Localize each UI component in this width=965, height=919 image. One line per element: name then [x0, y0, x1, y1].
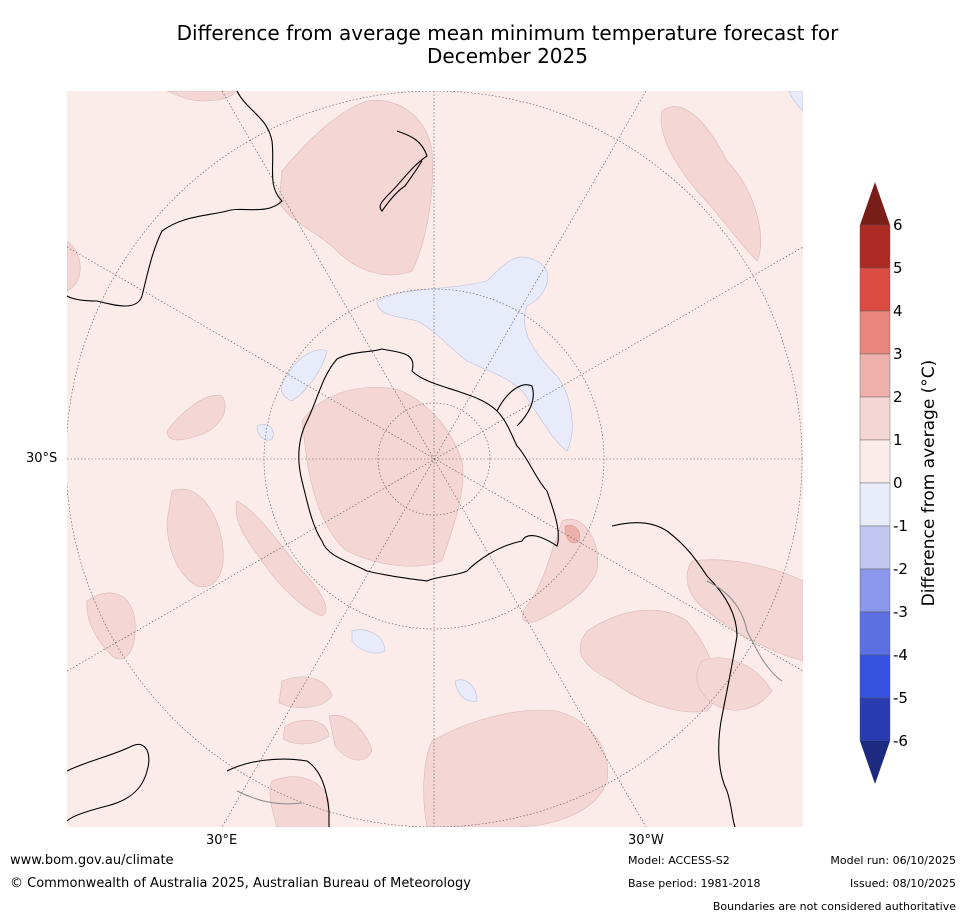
lat-label-30s: 30°S — [26, 451, 58, 466]
patch-new-zealand-region — [278, 99, 433, 276]
coast-peninsula — [496, 384, 534, 427]
map-panel[interactable] — [67, 91, 803, 827]
coast-antarctica — [298, 348, 559, 582]
lon-label-30w: 30°W — [628, 833, 664, 848]
patch-south-large — [423, 709, 609, 827]
patch-south-atlantic — [522, 518, 599, 623]
coast-africa-tip — [67, 743, 150, 822]
coast-madagascar — [226, 758, 330, 827]
colorbar-tick-label: -2 — [893, 560, 908, 578]
colorbar-bin — [859, 482, 891, 527]
patch-se-bottom — [696, 657, 773, 711]
colorbar-tick-label: 3 — [893, 345, 903, 363]
graticule — [67, 91, 803, 827]
colorbar-swatches — [859, 182, 891, 784]
website-link[interactable]: www.bom.gov.au/climate — [10, 853, 174, 868]
patch-west-cool — [281, 349, 328, 402]
coast-south-america — [611, 522, 738, 827]
colorbar-tick-label: -4 — [893, 646, 908, 664]
colorbar-tick-label: 6 — [893, 216, 903, 234]
colorbar-label: Difference from average (°C) — [919, 359, 939, 607]
copyright: © Commonwealth of Australia 2025, Austra… — [10, 876, 471, 891]
cool-anomaly-patches — [256, 91, 803, 702]
meridian-120w — [67, 246, 803, 672]
patch-small-cool-1 — [256, 424, 274, 441]
meridian-30w — [433, 458, 647, 827]
colorbar-bin — [859, 439, 891, 484]
patch-southwest-small — [86, 592, 136, 660]
colorbar-bin — [859, 697, 891, 742]
colorbar-tick-label: -6 — [893, 732, 908, 750]
patch-south-indian-2 — [235, 500, 327, 617]
colorbar-extend-top — [860, 182, 890, 225]
coast-new-zealand — [379, 130, 428, 212]
colorbar-bin — [859, 525, 891, 570]
issued-date: Issued: 08/10/2025 — [849, 877, 956, 890]
title-line-1: Difference from average mean minimum tem… — [176, 21, 839, 45]
patch-south-mid-3 — [328, 714, 373, 761]
colorbar-tick-label: 4 — [893, 302, 903, 320]
patch-west-edge — [67, 240, 81, 292]
model-name: Model: ACCESS-S2 — [628, 854, 730, 867]
patch-se-central — [579, 609, 717, 713]
colorbar-tick-label: 1 — [893, 431, 903, 449]
colorbar-bin — [859, 224, 891, 269]
coast-australia — [67, 91, 283, 307]
colorbar-bin — [859, 611, 891, 656]
colorbar-tick-label: -3 — [893, 603, 908, 621]
colorbar-tick-label: -5 — [893, 689, 908, 707]
colorbar-bin — [859, 310, 891, 355]
patch-small-cool-2 — [351, 629, 386, 654]
patch-weddell-sea — [376, 256, 573, 452]
patch-antarctica — [301, 386, 464, 567]
colorbar-tick-label: 2 — [893, 388, 903, 406]
patch-small-cool-3 — [454, 679, 478, 702]
meridian-150e — [221, 91, 435, 460]
colorbar-bin — [859, 353, 891, 398]
model-run: Model run: 06/10/2025 — [830, 854, 956, 867]
boundary-disclaimer: Boundaries are not considered authoritat… — [712, 900, 956, 913]
patch-south-mid-2 — [282, 719, 330, 745]
colorbar-tick-label: -1 — [893, 517, 908, 535]
warmer-anomaly-patch — [564, 525, 580, 544]
colorbar-tick-label: 5 — [893, 259, 903, 277]
south-polar-map — [67, 91, 803, 827]
base-period: Base period: 1981-2018 — [628, 877, 761, 890]
country-boundaries — [236, 580, 783, 805]
patch-south-mid-1 — [278, 676, 333, 709]
patch-south-indian-1 — [166, 488, 224, 588]
colorbar-bin — [859, 267, 891, 312]
warm-anomaly-patches — [67, 91, 803, 827]
patch-northeast — [660, 106, 762, 262]
coastlines — [67, 91, 738, 827]
chart-title: Difference from average mean minimum tem… — [60, 22, 955, 68]
colorbar-tick-label: 0 — [893, 474, 903, 492]
colorbar-bin — [859, 568, 891, 613]
lon-label-30e: 30°E — [206, 833, 238, 848]
colorbar-bin — [859, 396, 891, 441]
patch-indian-ocean — [166, 394, 226, 441]
title-line-2: December 2025 — [427, 44, 588, 68]
patch-top-right-corner — [788, 91, 803, 112]
colorbar-bin — [859, 654, 891, 699]
colorbar-extend-bottom — [860, 741, 890, 784]
